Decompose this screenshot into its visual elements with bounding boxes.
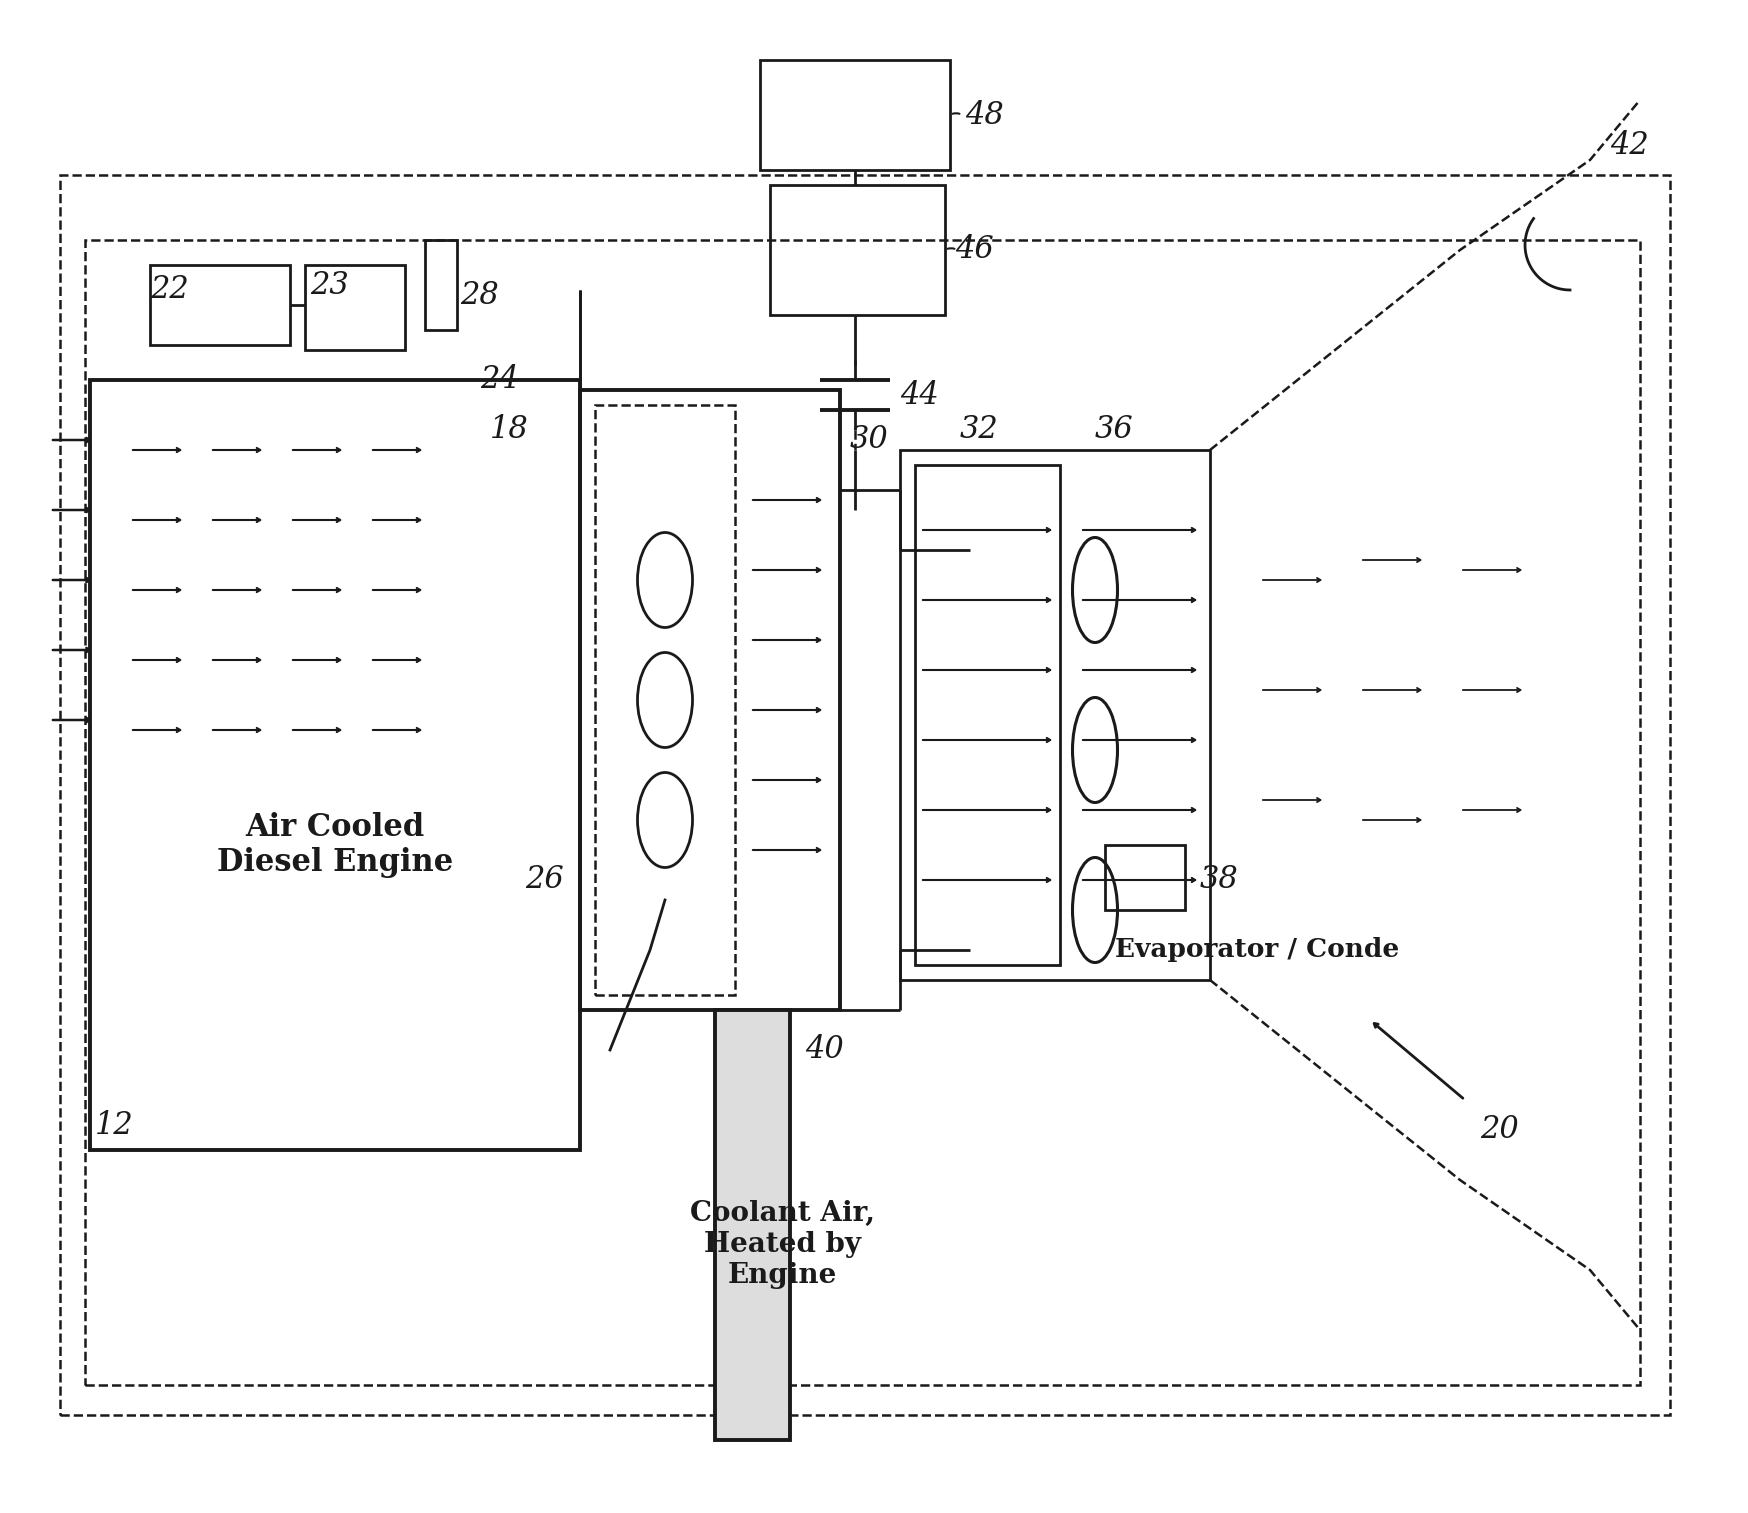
Text: 24: 24 [481, 365, 519, 395]
Bar [59, 176, 1669, 1415]
Text: 42: 42 [1610, 130, 1648, 160]
Text: 48: 48 [965, 100, 1003, 130]
Text: 44: 44 [900, 380, 939, 410]
Text: 28: 28 [460, 280, 498, 310]
Text: 12: 12 [94, 1109, 135, 1141]
Bar [580, 390, 841, 1011]
Text: 32: 32 [960, 415, 998, 445]
Bar [1105, 844, 1185, 909]
Text: Coolant Air,
Heated by
Engine: Coolant Air, Heated by Engine [689, 1200, 874, 1289]
Bar [150, 265, 290, 345]
Text: 20: 20 [1481, 1115, 1519, 1145]
Text: 18: 18 [489, 415, 528, 445]
Text: 22: 22 [150, 274, 189, 306]
Bar [425, 241, 456, 330]
Bar [760, 61, 949, 169]
Text: 38: 38 [1199, 864, 1239, 896]
Bar [594, 405, 734, 996]
Text: 26: 26 [524, 864, 565, 896]
Bar [900, 449, 1210, 980]
Bar [304, 265, 406, 350]
Text: 40: 40 [806, 1035, 844, 1065]
Bar [715, 1011, 790, 1440]
Text: 30: 30 [850, 425, 888, 455]
Bar [914, 464, 1059, 965]
Text: Evaporator / Conde: Evaporator / Conde [1115, 938, 1398, 962]
Bar [86, 241, 1640, 1384]
Text: 46: 46 [954, 235, 995, 265]
Bar [771, 185, 946, 315]
Text: 36: 36 [1094, 415, 1134, 445]
Bar [89, 380, 580, 1150]
Text: 23: 23 [309, 269, 350, 301]
Text: Air Cooled
Diesel Engine: Air Cooled Diesel Engine [217, 811, 453, 879]
